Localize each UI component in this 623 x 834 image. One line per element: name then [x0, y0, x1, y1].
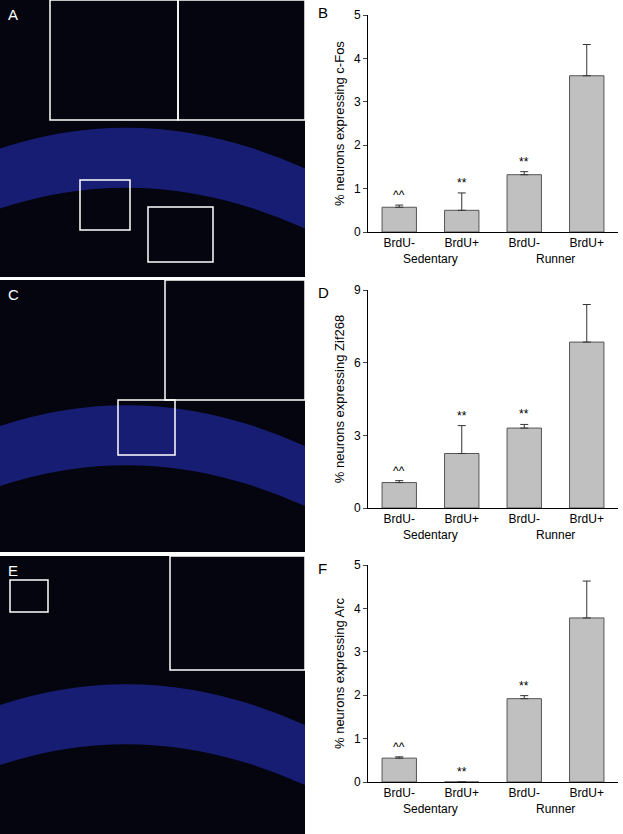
svg-text:3: 3 — [354, 429, 361, 443]
svg-text:D: D — [318, 284, 329, 301]
svg-text:**: ** — [457, 765, 467, 779]
svg-text:E: E — [8, 562, 18, 579]
svg-text:Runner: Runner — [536, 252, 575, 266]
svg-text:**: ** — [519, 407, 529, 421]
svg-text:2: 2 — [354, 138, 361, 152]
svg-text:A: A — [8, 6, 18, 23]
svg-text:% neurons expressing Arc: % neurons expressing Arc — [332, 597, 347, 749]
svg-text:0: 0 — [354, 775, 361, 789]
svg-text:5: 5 — [354, 8, 361, 22]
svg-text:3: 3 — [354, 95, 361, 109]
svg-text:^^: ^^ — [393, 740, 405, 754]
svg-text:0: 0 — [354, 501, 361, 515]
svg-text:BrdU+: BrdU+ — [445, 786, 479, 800]
svg-text:BrdU-: BrdU- — [509, 236, 540, 250]
svg-text:3: 3 — [354, 645, 361, 659]
svg-text:BrdU+: BrdU+ — [570, 786, 604, 800]
svg-text:Sedentary: Sedentary — [403, 528, 458, 542]
svg-text:0: 0 — [354, 225, 361, 239]
svg-text:2: 2 — [354, 688, 361, 702]
svg-text:**: ** — [519, 679, 529, 693]
svg-text:1: 1 — [354, 732, 361, 746]
svg-text:BrdU+: BrdU+ — [570, 236, 604, 250]
svg-text:C: C — [8, 286, 19, 303]
svg-text:F: F — [318, 560, 327, 577]
svg-text:^^: ^^ — [393, 464, 405, 478]
svg-text:BrdU-: BrdU- — [384, 236, 415, 250]
svg-text:BrdU+: BrdU+ — [445, 236, 479, 250]
svg-text:Sedentary: Sedentary — [403, 802, 458, 816]
svg-text:4: 4 — [354, 52, 361, 66]
svg-text:4: 4 — [354, 602, 361, 616]
svg-text:6: 6 — [354, 356, 361, 370]
svg-text:**: ** — [457, 409, 467, 423]
svg-text:% neurons expressing Zif268: % neurons expressing Zif268 — [332, 315, 347, 483]
svg-text:BrdU-: BrdU- — [384, 786, 415, 800]
svg-text:BrdU-: BrdU- — [509, 512, 540, 526]
svg-text:^^: ^^ — [393, 188, 405, 202]
svg-text:9: 9 — [354, 283, 361, 297]
svg-text:% neurons expressing c-Fos: % neurons expressing c-Fos — [332, 41, 347, 206]
svg-text:BrdU+: BrdU+ — [570, 512, 604, 526]
svg-text:1: 1 — [354, 182, 361, 196]
svg-text:BrdU-: BrdU- — [384, 512, 415, 526]
svg-text:Sedentary: Sedentary — [403, 252, 458, 266]
svg-text:**: ** — [457, 176, 467, 190]
svg-text:**: ** — [519, 155, 529, 169]
svg-text:BrdU-: BrdU- — [509, 786, 540, 800]
svg-text:B: B — [318, 4, 328, 21]
svg-text:5: 5 — [354, 558, 361, 572]
svg-text:Runner: Runner — [536, 528, 575, 542]
svg-text:BrdU+: BrdU+ — [445, 512, 479, 526]
svg-text:Runner: Runner — [536, 802, 575, 816]
